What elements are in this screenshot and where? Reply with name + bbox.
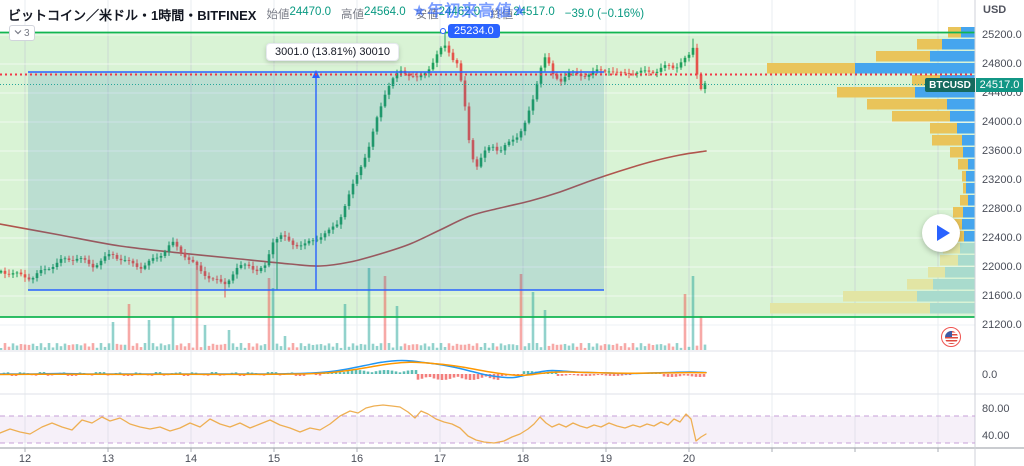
axis-currency-label: USD [983, 4, 1007, 16]
price-tick-label: 24800.0 [982, 58, 1022, 70]
ytd-high-price-label: 25234.0 [448, 24, 500, 38]
price-tick-label: 21200.0 [982, 319, 1022, 331]
ohlc-open: 始値 24470.0 [266, 6, 332, 21]
macd-zero-label: 0.0 [982, 369, 998, 381]
rsi-lower-label: 40.00 [982, 430, 1010, 442]
time-tick-label: 17 [433, 453, 447, 465]
ytd-high-watermark: ★年初来高値★ [412, 3, 528, 20]
collapse-drawings-chip[interactable]: 3 [9, 25, 35, 41]
symbol-badge: BTCUSD [925, 78, 975, 92]
symbol-title[interactable]: ビットコイン／米ドル・1時間・BITFINEX [8, 7, 257, 23]
us-flag-icon[interactable] [941, 327, 961, 347]
ohlc-close: 終値 24517.0 [490, 6, 555, 21]
price-tick-label: 23600.0 [982, 145, 1022, 157]
price-tick-label: 22800.0 [982, 203, 1022, 215]
price-change: −39.0 (−0.16%) [564, 8, 645, 20]
measure-tool-label[interactable]: 3001.0 (13.81%) 30010 [266, 43, 399, 61]
scroll-to-realtime-button[interactable] [922, 214, 960, 252]
symbol-title-bar: ビットコイン／米ドル・1時間・BITFINEX 始値 24470.0 高値 24… [8, 5, 644, 23]
time-tick-label: 20 [682, 453, 696, 465]
time-tick-label: 15 [267, 453, 281, 465]
time-tick-label: 13 [101, 453, 115, 465]
price-tick-label: 22400.0 [982, 232, 1022, 244]
price-tick-label: 21600.0 [982, 290, 1022, 302]
time-tick-label: 19 [599, 453, 613, 465]
ohlc-high: 高値 24564.0 [341, 6, 406, 21]
time-tick-label: 16 [350, 453, 364, 465]
hidden-drawings-count: 3 [24, 27, 30, 39]
price-tick-label: 22000.0 [982, 261, 1022, 273]
price-tick-label: 23200.0 [982, 174, 1022, 186]
play-icon [936, 225, 950, 241]
price-tick-label: 24000.0 [982, 116, 1022, 128]
time-tick-label: 14 [184, 453, 198, 465]
ohlc-low: 安値 24462.0 [415, 6, 481, 21]
rsi-upper-label: 80.00 [982, 403, 1010, 415]
current-price-label: 24517.0 [976, 78, 1023, 92]
chevron-down-icon [14, 28, 22, 39]
price-tick-label: 25200.0 [982, 29, 1022, 41]
time-tick-label: 18 [516, 453, 530, 465]
time-tick-label: 12 [18, 453, 32, 465]
